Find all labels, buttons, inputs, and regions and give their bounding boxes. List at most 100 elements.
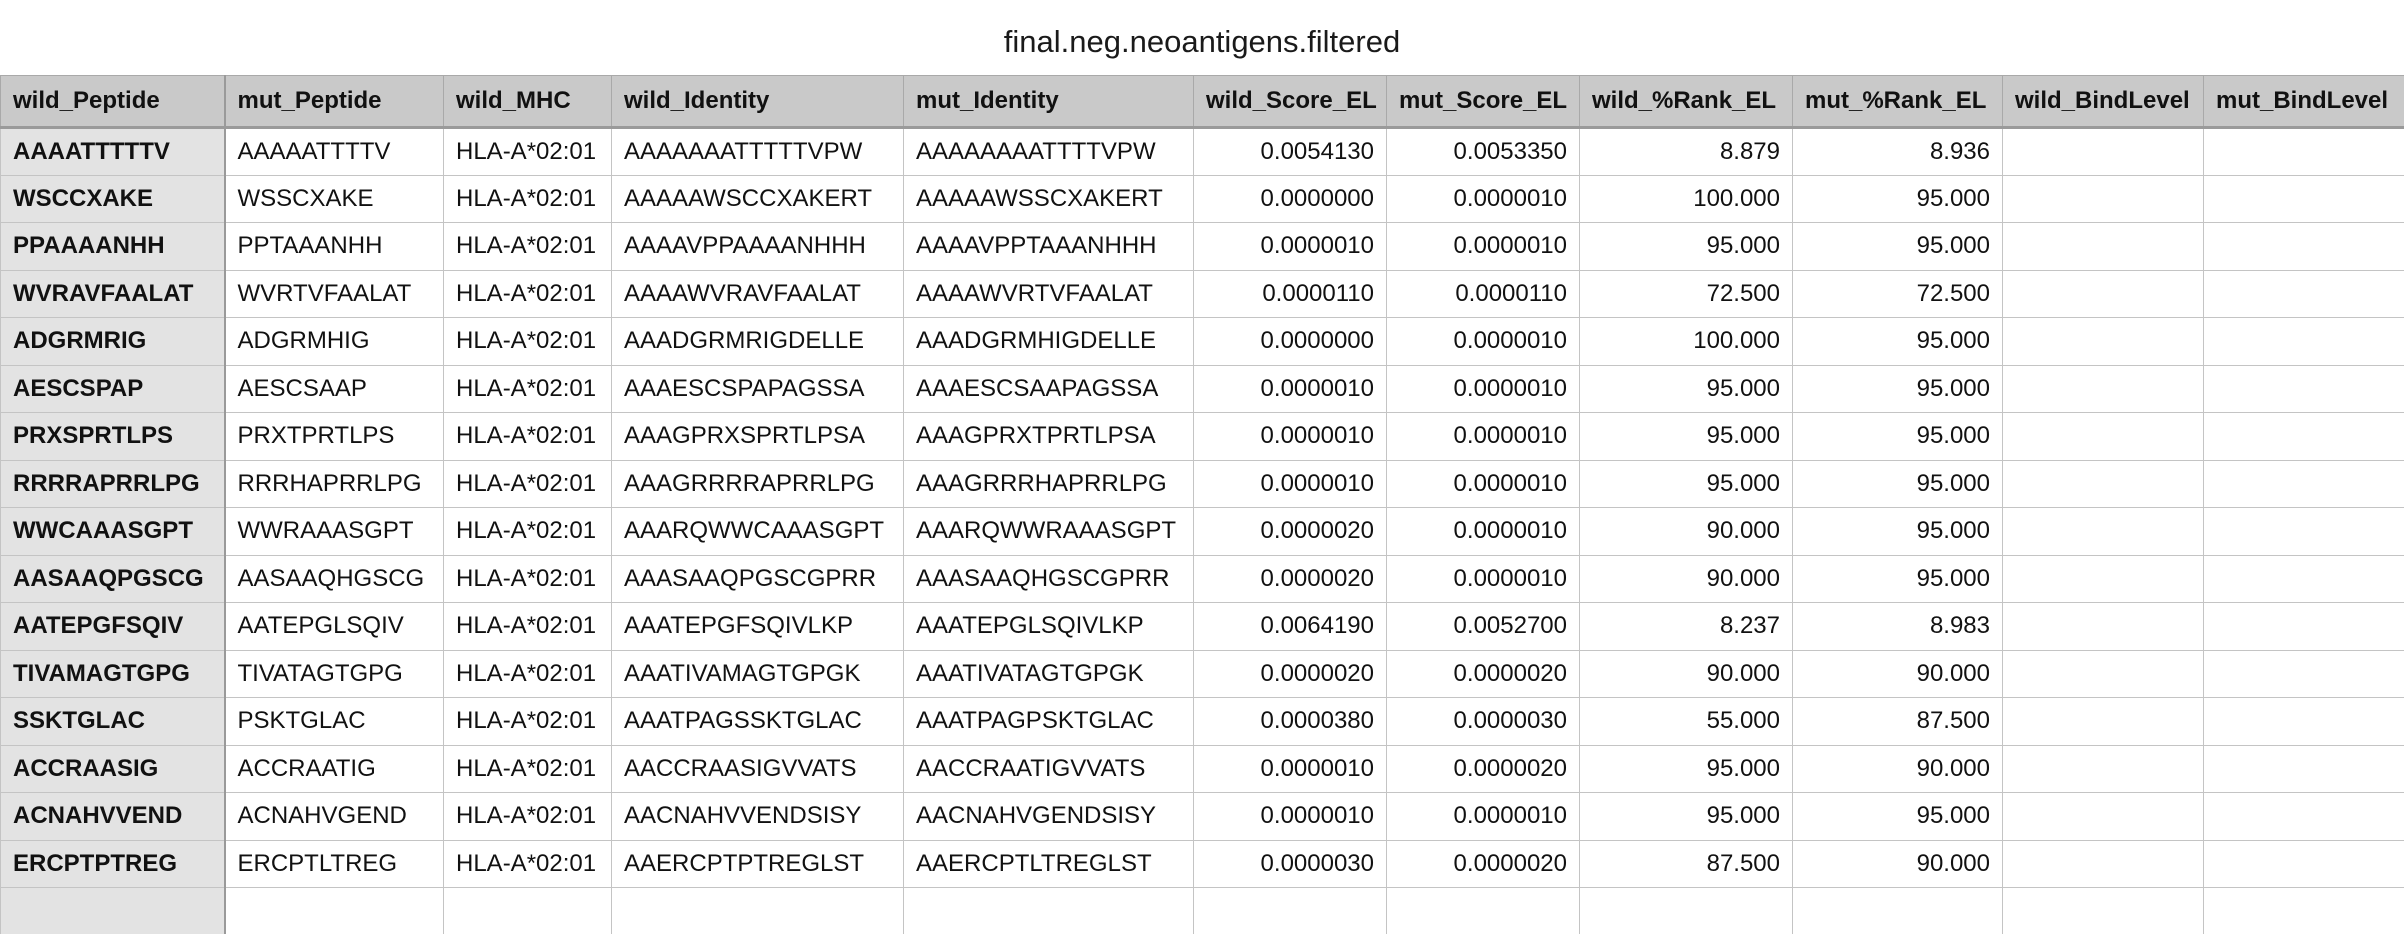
table-cell[interactable] bbox=[2002, 269, 2204, 318]
table-cell[interactable]: 0.0000010 bbox=[1193, 222, 1387, 271]
table-cell[interactable]: AAARQWWCAAASGPT bbox=[611, 507, 904, 556]
table-cell[interactable]: 0.0054130 bbox=[1193, 126, 1387, 176]
table-cell[interactable]: 8.983 bbox=[1792, 602, 2003, 651]
table-cell[interactable]: AAAGRRRHAPRRLPG bbox=[903, 459, 1194, 508]
table-cell[interactable]: 90.000 bbox=[1792, 649, 2003, 698]
table-cell[interactable]: WVRAVFAALAT bbox=[0, 269, 226, 318]
table-cell[interactable]: 0.0000010 bbox=[1386, 554, 1580, 603]
table-cell[interactable]: 95.000 bbox=[1792, 222, 2003, 271]
table-cell[interactable]: HLA-A*02:01 bbox=[443, 839, 612, 888]
table-cell[interactable]: 0.0000010 bbox=[1193, 364, 1387, 413]
table-cell[interactable]: AAAATTTTTV bbox=[0, 126, 226, 176]
table-cell[interactable] bbox=[2002, 554, 2204, 603]
table-cell[interactable]: 87.500 bbox=[1792, 697, 2003, 746]
table-cell[interactable] bbox=[2203, 174, 2404, 223]
table-cell[interactable]: 95.000 bbox=[1579, 364, 1793, 413]
table-cell[interactable]: 0.0064190 bbox=[1193, 602, 1387, 651]
table-cell[interactable]: HLA-A*02:01 bbox=[443, 697, 612, 746]
table-cell[interactable]: AAADGRMRIGDELLE bbox=[611, 317, 904, 366]
table-cell[interactable]: 0.0000020 bbox=[1193, 649, 1387, 698]
table-cell[interactable]: HLA-A*02:01 bbox=[443, 364, 612, 413]
table-cell[interactable]: ACCRAATIG bbox=[224, 744, 444, 793]
table-cell[interactable]: AAAAWVRTVFAALAT bbox=[903, 269, 1194, 318]
table-cell[interactable]: HLA-A*02:01 bbox=[443, 412, 612, 461]
table-cell[interactable]: AAATEPGFSQIVLKP bbox=[611, 602, 904, 651]
table-cell[interactable]: 95.000 bbox=[1579, 459, 1793, 508]
column-header-wild-mhc[interactable]: wild_MHC bbox=[443, 75, 612, 128]
table-cell[interactable] bbox=[2203, 792, 2404, 841]
table-cell[interactable]: 0.0000010 bbox=[1386, 459, 1580, 508]
table-cell[interactable]: 0.0000010 bbox=[1193, 412, 1387, 461]
table-cell[interactable]: WWCAAASGPT bbox=[0, 507, 226, 556]
table-cell[interactable]: 0.0000010 bbox=[1386, 792, 1580, 841]
table-cell[interactable] bbox=[2203, 649, 2404, 698]
table-cell[interactable]: AAERCPTLTREGLST bbox=[903, 839, 1194, 888]
table-cell[interactable]: AAATEPGLSQIVLKP bbox=[903, 602, 1194, 651]
table-cell[interactable]: HLA-A*02:01 bbox=[443, 649, 612, 698]
table-cell[interactable]: TIVAMAGTGPG bbox=[0, 649, 226, 698]
table-cell[interactable]: 0.0000010 bbox=[1193, 792, 1387, 841]
table-cell[interactable]: HLA-A*02:01 bbox=[443, 222, 612, 271]
table-cell[interactable]: 0.0052700 bbox=[1386, 602, 1580, 651]
table-cell[interactable]: AAAESCSAAPAGSSA bbox=[903, 364, 1194, 413]
table-cell[interactable]: HLA-A*02:01 bbox=[443, 744, 612, 793]
table-cell[interactable] bbox=[1193, 887, 1387, 934]
table-cell[interactable]: 95.000 bbox=[1579, 792, 1793, 841]
table-cell[interactable]: 0.0053350 bbox=[1386, 126, 1580, 176]
table-cell[interactable]: 0.0000110 bbox=[1386, 269, 1580, 318]
table-cell[interactable] bbox=[2203, 364, 2404, 413]
table-cell[interactable] bbox=[1386, 887, 1580, 934]
table-cell[interactable]: 8.936 bbox=[1792, 126, 2003, 176]
table-cell[interactable]: PRXTPRTLPS bbox=[224, 412, 444, 461]
table-cell[interactable]: AAARQWWRAAASGPT bbox=[903, 507, 1194, 556]
table-cell[interactable] bbox=[443, 887, 612, 934]
table-cell[interactable]: 0.0000020 bbox=[1386, 839, 1580, 888]
table-cell[interactable]: 0.0000020 bbox=[1386, 744, 1580, 793]
table-cell[interactable]: 0.0000010 bbox=[1386, 507, 1580, 556]
table-cell[interactable] bbox=[2002, 412, 2204, 461]
column-header-mut-bindlevel[interactable]: mut_BindLevel bbox=[2203, 75, 2404, 128]
table-cell[interactable] bbox=[2002, 459, 2204, 508]
table-cell[interactable]: AACCRAASIGVVATS bbox=[611, 744, 904, 793]
table-cell[interactable]: HLA-A*02:01 bbox=[443, 792, 612, 841]
table-cell[interactable]: AAAESCSPAPAGSSA bbox=[611, 364, 904, 413]
table-cell[interactable]: 90.000 bbox=[1579, 507, 1793, 556]
table-cell[interactable]: AAASAAQHGSCGPRR bbox=[903, 554, 1194, 603]
table-cell[interactable] bbox=[2002, 174, 2204, 223]
table-cell[interactable]: HLA-A*02:01 bbox=[443, 459, 612, 508]
table-cell[interactable]: HLA-A*02:01 bbox=[443, 554, 612, 603]
table-cell[interactable]: AAATPAGSSKTGLAC bbox=[611, 697, 904, 746]
table-cell[interactable]: 72.500 bbox=[1792, 269, 2003, 318]
table-cell[interactable]: HLA-A*02:01 bbox=[443, 602, 612, 651]
table-cell[interactable] bbox=[2002, 649, 2204, 698]
table-cell[interactable] bbox=[2002, 697, 2204, 746]
table-cell[interactable] bbox=[2002, 602, 2204, 651]
table-cell[interactable] bbox=[2002, 364, 2204, 413]
table-cell[interactable]: 0.0000010 bbox=[1386, 222, 1580, 271]
table-cell[interactable]: PPAAAANHH bbox=[0, 222, 226, 271]
table-cell[interactable]: AAERCPTPTREGLST bbox=[611, 839, 904, 888]
table-cell[interactable] bbox=[2203, 507, 2404, 556]
table-cell[interactable] bbox=[2203, 554, 2404, 603]
table-cell[interactable]: ADGRMHIG bbox=[224, 317, 444, 366]
table-cell[interactable]: AAAAVPPAAAANHHH bbox=[611, 222, 904, 271]
table-cell[interactable]: HLA-A*02:01 bbox=[443, 317, 612, 366]
table-cell[interactable]: 0.0000030 bbox=[1193, 839, 1387, 888]
table-cell[interactable]: AAAAATTTTV bbox=[224, 126, 444, 176]
table-cell[interactable]: PSKTGLAC bbox=[224, 697, 444, 746]
table-cell[interactable]: 90.000 bbox=[1792, 839, 2003, 888]
table-cell[interactable]: AAAAAAATTTTTVPW bbox=[611, 126, 904, 176]
table-cell[interactable]: ERCPTLTREG bbox=[224, 839, 444, 888]
table-cell[interactable]: 95.000 bbox=[1792, 459, 2003, 508]
table-cell[interactable] bbox=[2203, 222, 2404, 271]
table-cell[interactable]: 0.0000000 bbox=[1193, 174, 1387, 223]
table-cell[interactable]: 90.000 bbox=[1792, 744, 2003, 793]
table-cell[interactable] bbox=[2203, 126, 2404, 176]
table-cell[interactable]: AAAAAWSCCXAKERT bbox=[611, 174, 904, 223]
table-cell[interactable]: AAAAWVRAVFAALAT bbox=[611, 269, 904, 318]
table-cell[interactable]: ACCRAASIG bbox=[0, 744, 226, 793]
table-cell[interactable]: AAAAAAAATTTTVPW bbox=[903, 126, 1194, 176]
table-cell[interactable]: 0.0000010 bbox=[1386, 412, 1580, 461]
table-cell[interactable]: AAAAAWSSCXAKERT bbox=[903, 174, 1194, 223]
table-cell[interactable]: 0.0000010 bbox=[1193, 459, 1387, 508]
